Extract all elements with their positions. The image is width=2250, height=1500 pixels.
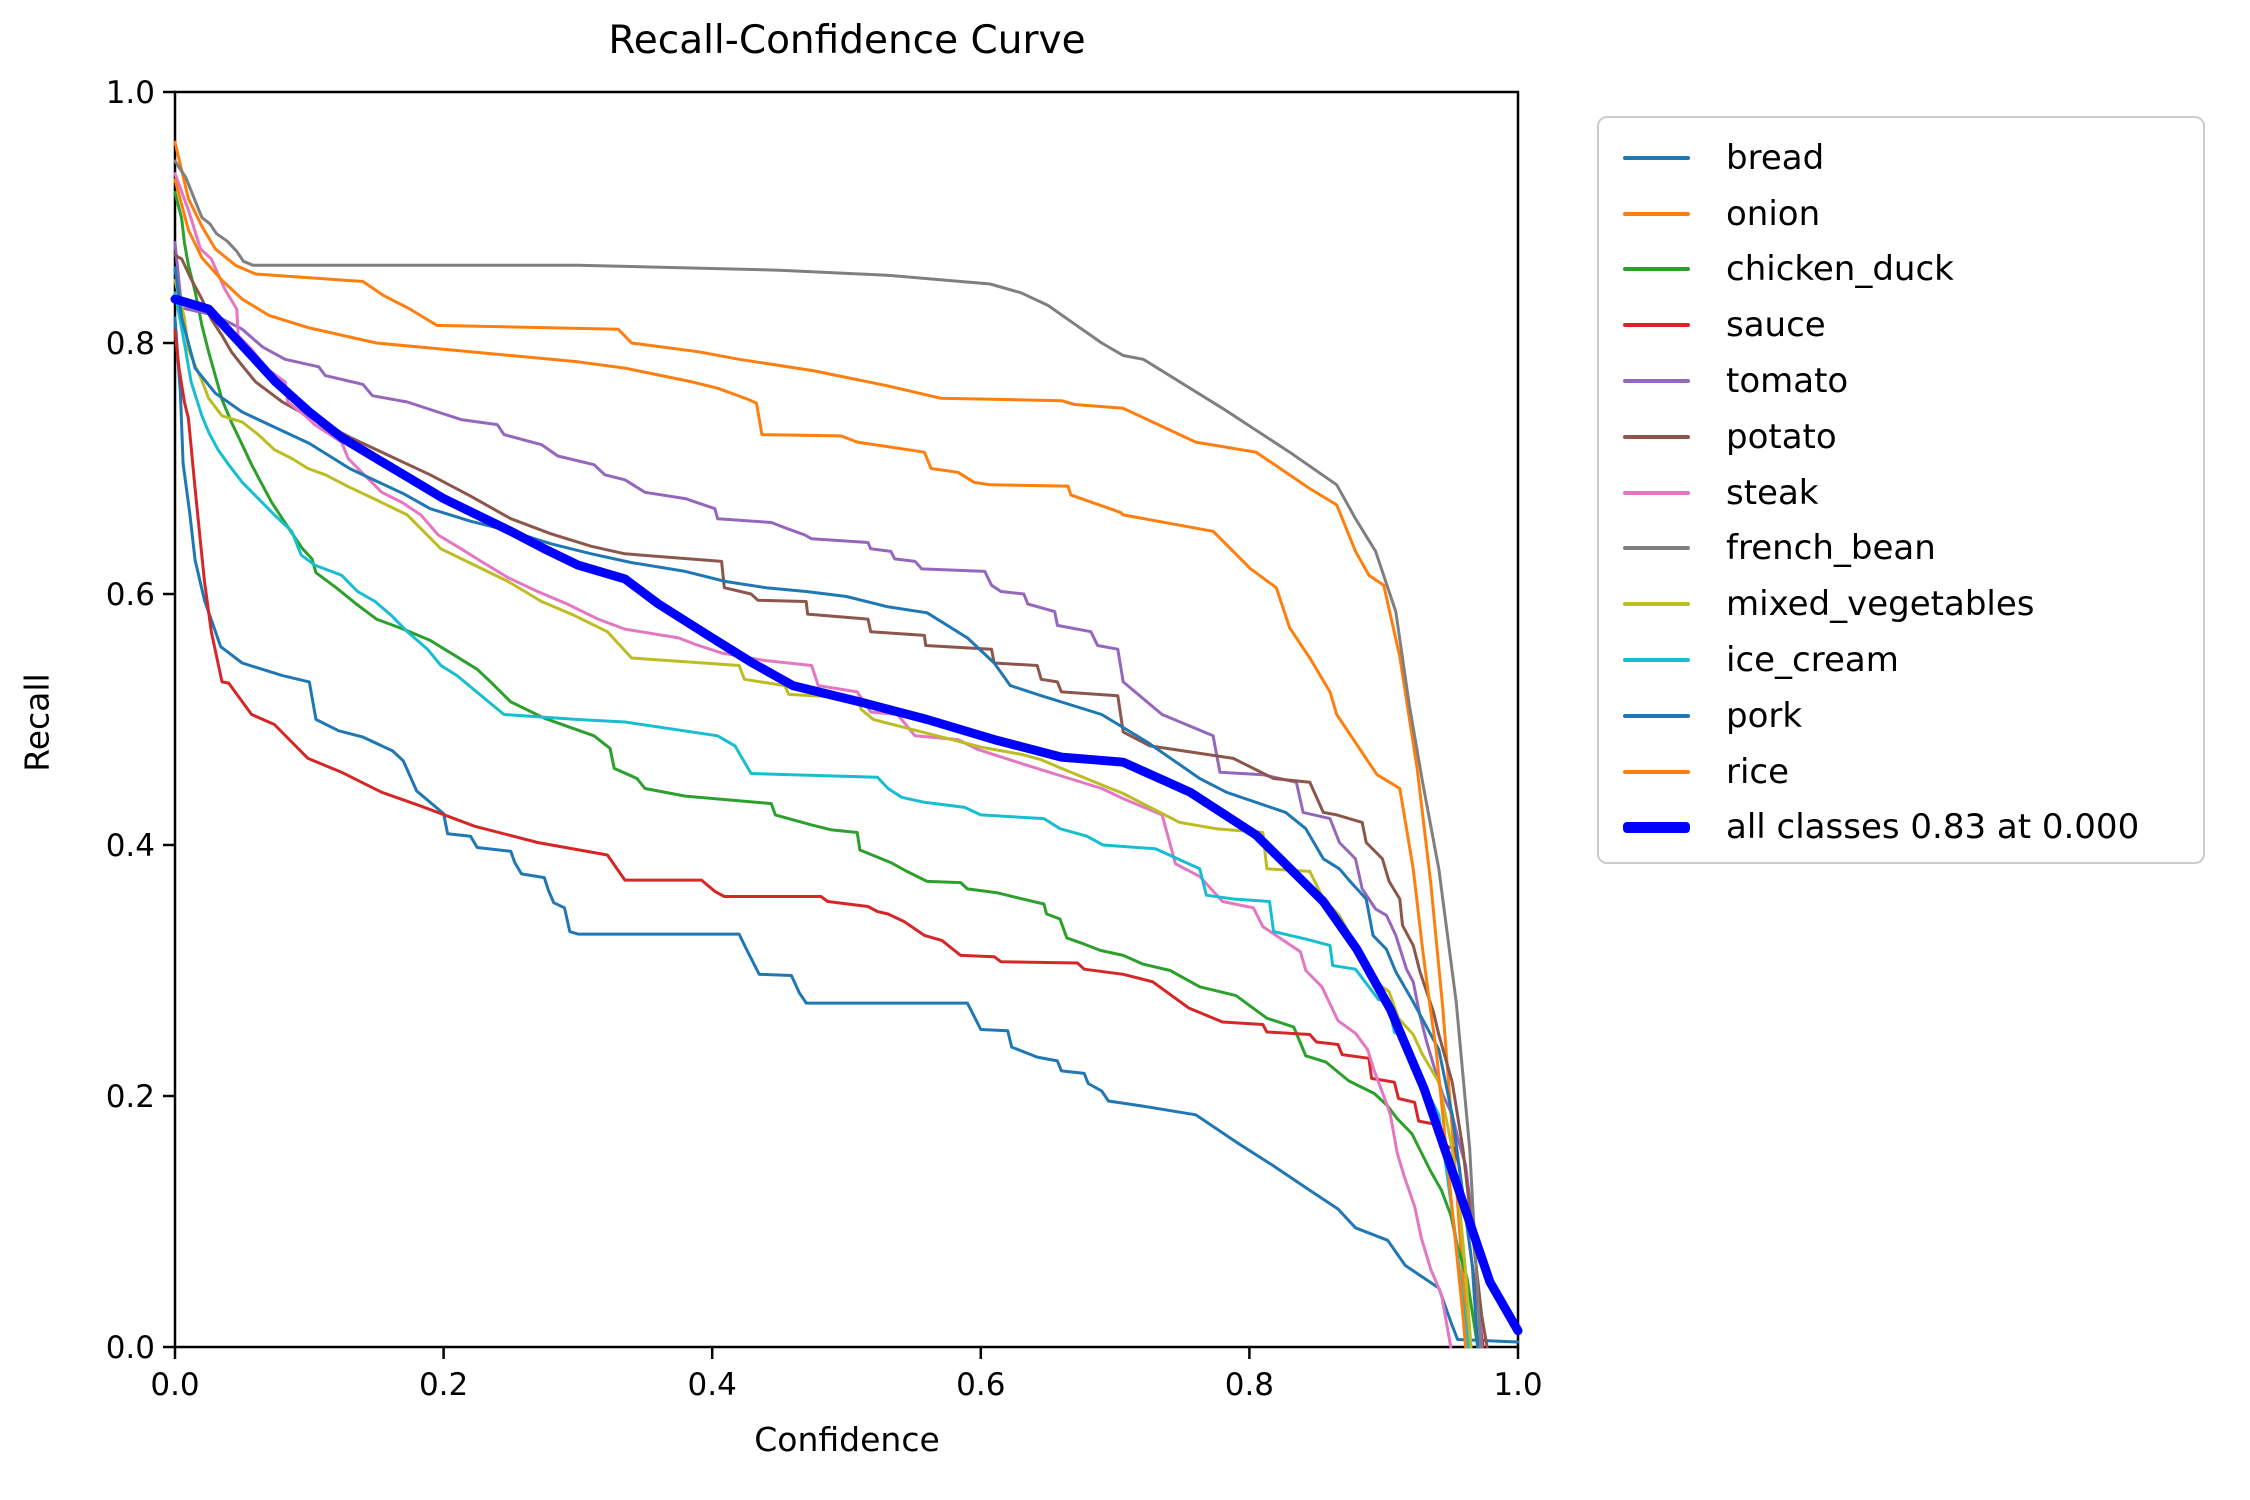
series-line-tomato [173, 241, 1484, 1349]
legend-label: pork [1726, 695, 1803, 736]
legend-swatch-icon [1623, 379, 1690, 384]
legend-swatch-icon [1623, 490, 1690, 495]
x-tick-label: 0.2 [419, 1367, 468, 1403]
legend-label: french_bean [1726, 528, 1936, 569]
legend-label: all classes 0.83 at 0.000 [1726, 807, 2140, 848]
legend-item-mixed-vegetables: mixed_vegetables [1623, 576, 2203, 632]
y-tick-label: 0.6 [106, 577, 155, 613]
y-tick-label: 0.8 [106, 326, 155, 362]
legend-swatch-icon [1623, 713, 1690, 718]
legend-swatch-icon [1623, 658, 1690, 663]
legend-label: chicken_duck [1726, 249, 1954, 290]
y-tick-label: 1.0 [106, 75, 155, 111]
legend-swatch-icon [1623, 546, 1690, 551]
legend-label: steak [1726, 472, 1819, 513]
series-line-onion [173, 140, 1470, 1349]
legend-item-ice-cream: ice_cream [1623, 632, 2203, 688]
legend-item-bread: bread [1623, 130, 2203, 186]
legend-item-sauce: sauce [1623, 297, 2203, 353]
x-tick-label: 0.6 [956, 1367, 1005, 1403]
x-tick-label: 1.0 [1493, 1367, 1542, 1403]
legend-swatch-icon [1623, 821, 1690, 833]
legend-swatch-icon [1623, 434, 1690, 439]
chart-title: Recall-Confidence Curve [608, 18, 1086, 63]
legend-item-onion: onion [1623, 186, 2203, 242]
axes-layer: 0.0 0.2 0.4 0.6 0.8 1.0 0.0 0.2 0.4 0.6 0.8 1.0 [106, 75, 1543, 1403]
legend-item-all-classes-0-83-at-0-000: all classes 0.83 at 0.000 [1623, 800, 2203, 856]
x-tick-label: 0.8 [1225, 1367, 1274, 1403]
legend-swatch-icon [1623, 602, 1690, 607]
legend-label: rice [1726, 751, 1790, 792]
x-axis-label: Confidence [754, 1420, 940, 1459]
legend-label: bread [1726, 137, 1825, 178]
legend-swatch-icon [1623, 155, 1690, 160]
legend-label: tomato [1726, 361, 1849, 402]
series-line-rice [173, 178, 1468, 1349]
y-tick-label: 0.0 [106, 1330, 155, 1366]
y-tick-label: 0.4 [106, 828, 155, 864]
series-layer [170, 140, 1523, 1349]
legend-item-french-bean: french_bean [1623, 521, 2203, 577]
legend-label: mixed_vegetables [1726, 584, 2035, 625]
legend-item-potato: potato [1623, 409, 2203, 465]
legend-item-chicken-duck: chicken_duck [1623, 242, 2203, 298]
y-tick-label: 0.2 [106, 1079, 155, 1115]
legend-swatch-icon [1623, 323, 1690, 328]
series-line-french-bean [173, 159, 1482, 1349]
x-tick-label: 0.0 [150, 1367, 199, 1403]
legend-swatch-icon [1623, 211, 1690, 216]
legend-item-pork: pork [1623, 688, 2203, 744]
series-line-all-classes-0-83-at-0-000 [170, 294, 1523, 1336]
legend-swatch-icon [1623, 769, 1690, 774]
plot-frame [173, 90, 1520, 1349]
legend-item-rice: rice [1623, 744, 2203, 800]
x-tick-label: 0.4 [688, 1367, 737, 1403]
series-line-steak [173, 172, 1453, 1349]
series-line-pork [173, 266, 1480, 1349]
legend-label: potato [1726, 416, 1837, 457]
series-line-sauce [173, 328, 1485, 1349]
legend-swatch-icon [1623, 267, 1690, 272]
legend-item-steak: steak [1623, 465, 2203, 521]
series-line-bread [173, 316, 1520, 1344]
series-line-potato [173, 253, 1489, 1349]
y-axis-label: Recall [17, 673, 57, 772]
legend-item-tomato: tomato [1623, 353, 2203, 409]
legend-label: onion [1726, 193, 1821, 234]
legend-label: sauce [1726, 305, 1826, 346]
legend-label: ice_cream [1726, 640, 1899, 681]
series-line-chicken-duck [173, 190, 1480, 1349]
